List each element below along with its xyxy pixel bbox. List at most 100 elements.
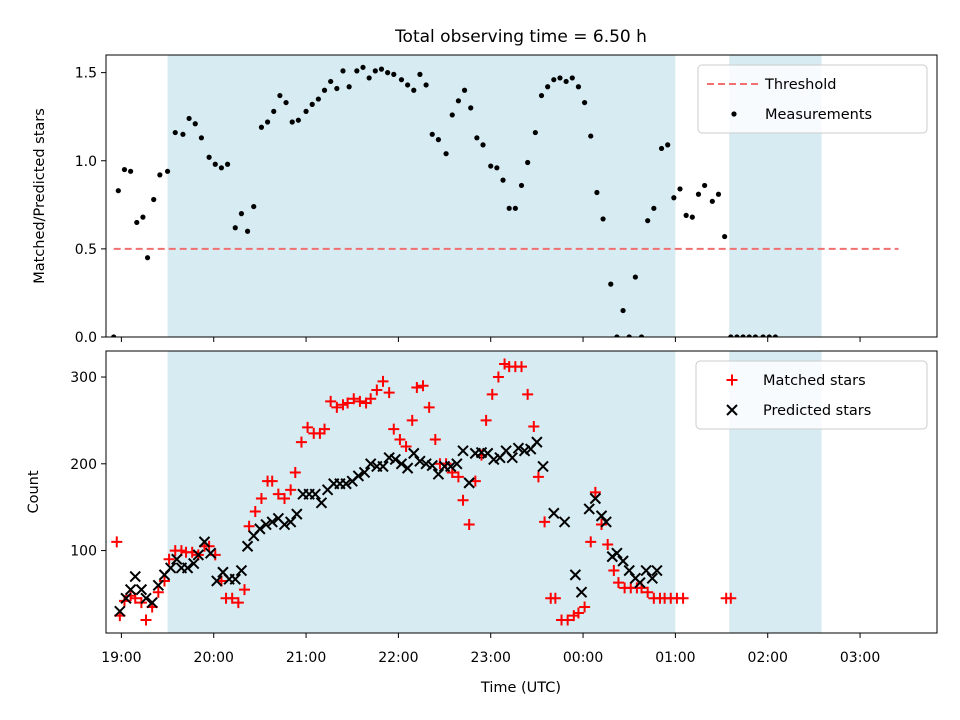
measurement-point bbox=[206, 154, 212, 160]
predicted-star-point bbox=[140, 592, 152, 604]
predicted-star-point bbox=[408, 447, 420, 460]
measurement-point bbox=[232, 225, 238, 231]
matched-star-point bbox=[226, 592, 238, 604]
measurement-point bbox=[134, 219, 140, 226]
measurement-point bbox=[121, 166, 128, 173]
measurement-point bbox=[500, 177, 506, 183]
top-legend-box bbox=[697, 64, 928, 134]
measurement-point bbox=[638, 334, 645, 337]
predicted-star-point bbox=[278, 518, 291, 531]
matched-star-point bbox=[480, 414, 492, 426]
measurement-point bbox=[695, 191, 702, 197]
predicted-star-point bbox=[114, 605, 126, 618]
matched-star-point bbox=[394, 434, 406, 446]
measurement-point bbox=[435, 137, 441, 143]
predicted-star-point bbox=[291, 508, 303, 520]
measurement-point bbox=[461, 87, 468, 93]
predicted-star-point bbox=[352, 470, 365, 482]
measurement-point bbox=[334, 85, 340, 92]
predicted-star-point bbox=[589, 492, 602, 505]
predicted-star-point bbox=[120, 592, 132, 604]
legend-label: Measurements bbox=[765, 107, 872, 123]
measurement-point bbox=[468, 105, 474, 111]
matched-star-point bbox=[272, 488, 284, 500]
predicted-star-point bbox=[284, 516, 297, 528]
matched-star-point bbox=[457, 494, 469, 506]
legend-label: Threshold bbox=[764, 77, 836, 93]
measurement-point bbox=[677, 186, 683, 192]
measurement-point bbox=[212, 161, 218, 167]
predicted-star-point bbox=[181, 562, 194, 574]
bottom-legend: Matched stars Predicted stars bbox=[695, 360, 928, 430]
bottom-y-tick-label: 200 bbox=[70, 457, 97, 473]
predicted-star-point bbox=[152, 579, 165, 591]
measurement-point bbox=[455, 98, 462, 104]
matched-star-point bbox=[596, 519, 608, 531]
matched-star-point bbox=[152, 586, 164, 598]
matched-star-point bbox=[522, 388, 534, 400]
predicted-star-point bbox=[575, 586, 588, 598]
predicted-star-point bbox=[340, 478, 352, 490]
measurement-point bbox=[752, 334, 759, 337]
measurement-point bbox=[391, 71, 397, 77]
matched-star-point bbox=[585, 536, 597, 548]
measurement-point bbox=[746, 334, 752, 337]
matched-star-point bbox=[642, 586, 654, 598]
predicted-star-point bbox=[129, 570, 141, 583]
matched-star-point bbox=[163, 553, 175, 565]
top-y-tick-label: 1.5 bbox=[75, 66, 97, 82]
measurement-point bbox=[378, 66, 385, 72]
top-y-axis-title: Matched/Predicted stars bbox=[32, 108, 48, 284]
measurement-point bbox=[417, 71, 423, 77]
measurement-point bbox=[443, 151, 449, 157]
x-tick-label: 22:00 bbox=[378, 650, 418, 666]
measurement-point bbox=[346, 84, 352, 90]
measurement-point bbox=[340, 68, 346, 74]
x-tick-label: 21:00 bbox=[286, 650, 326, 666]
measurement-point bbox=[689, 214, 695, 220]
bottom-y-tick-label: 100 bbox=[70, 544, 97, 560]
top-legend: Threshold Measurements bbox=[697, 64, 928, 134]
predicted-star-point bbox=[569, 569, 582, 581]
predicted-star-point bbox=[315, 497, 328, 509]
measurement-point bbox=[251, 203, 257, 210]
x-tick-label: 00:00 bbox=[563, 650, 603, 666]
measurement-point bbox=[172, 129, 178, 136]
bottom-y-tick-label: 300 bbox=[70, 370, 97, 386]
measurement-point bbox=[372, 68, 378, 74]
matched-star-point bbox=[348, 393, 360, 405]
measurement-point bbox=[506, 205, 512, 211]
legend-matched-swatch bbox=[726, 374, 738, 386]
matched-star-point bbox=[111, 536, 123, 548]
matched-star-point bbox=[572, 607, 584, 619]
measurement-point bbox=[115, 188, 121, 194]
measurement-point bbox=[551, 77, 557, 83]
legend-predicted-swatch bbox=[726, 404, 738, 416]
legend-label: Predicted stars bbox=[763, 403, 871, 419]
predicted-star-point bbox=[640, 564, 652, 577]
measurement-point bbox=[734, 334, 740, 337]
measurement-point bbox=[264, 119, 271, 125]
measurement-point bbox=[328, 78, 334, 85]
matched-star-point bbox=[589, 486, 601, 498]
matched-star-point bbox=[406, 414, 418, 426]
matched-star-point bbox=[562, 614, 574, 626]
measurement-point bbox=[563, 78, 569, 85]
measurement-point bbox=[512, 205, 518, 211]
x-axis-title: Time (UTC) bbox=[480, 680, 561, 696]
matched-star-point bbox=[539, 516, 551, 528]
measurement-point bbox=[651, 205, 657, 211]
matched-star-point bbox=[243, 520, 255, 532]
predicted-star-point bbox=[646, 572, 659, 585]
matched-star-point bbox=[289, 466, 301, 478]
matched-star-point bbox=[486, 388, 498, 400]
measurement-point bbox=[164, 168, 171, 174]
matched-star-point bbox=[549, 592, 561, 604]
predicted-star-point bbox=[164, 562, 177, 574]
measurement-point bbox=[488, 163, 494, 169]
predicted-star-point bbox=[451, 458, 463, 470]
measurement-point bbox=[186, 115, 192, 122]
matched-star-point bbox=[279, 493, 291, 505]
matched-star-point bbox=[158, 575, 170, 587]
